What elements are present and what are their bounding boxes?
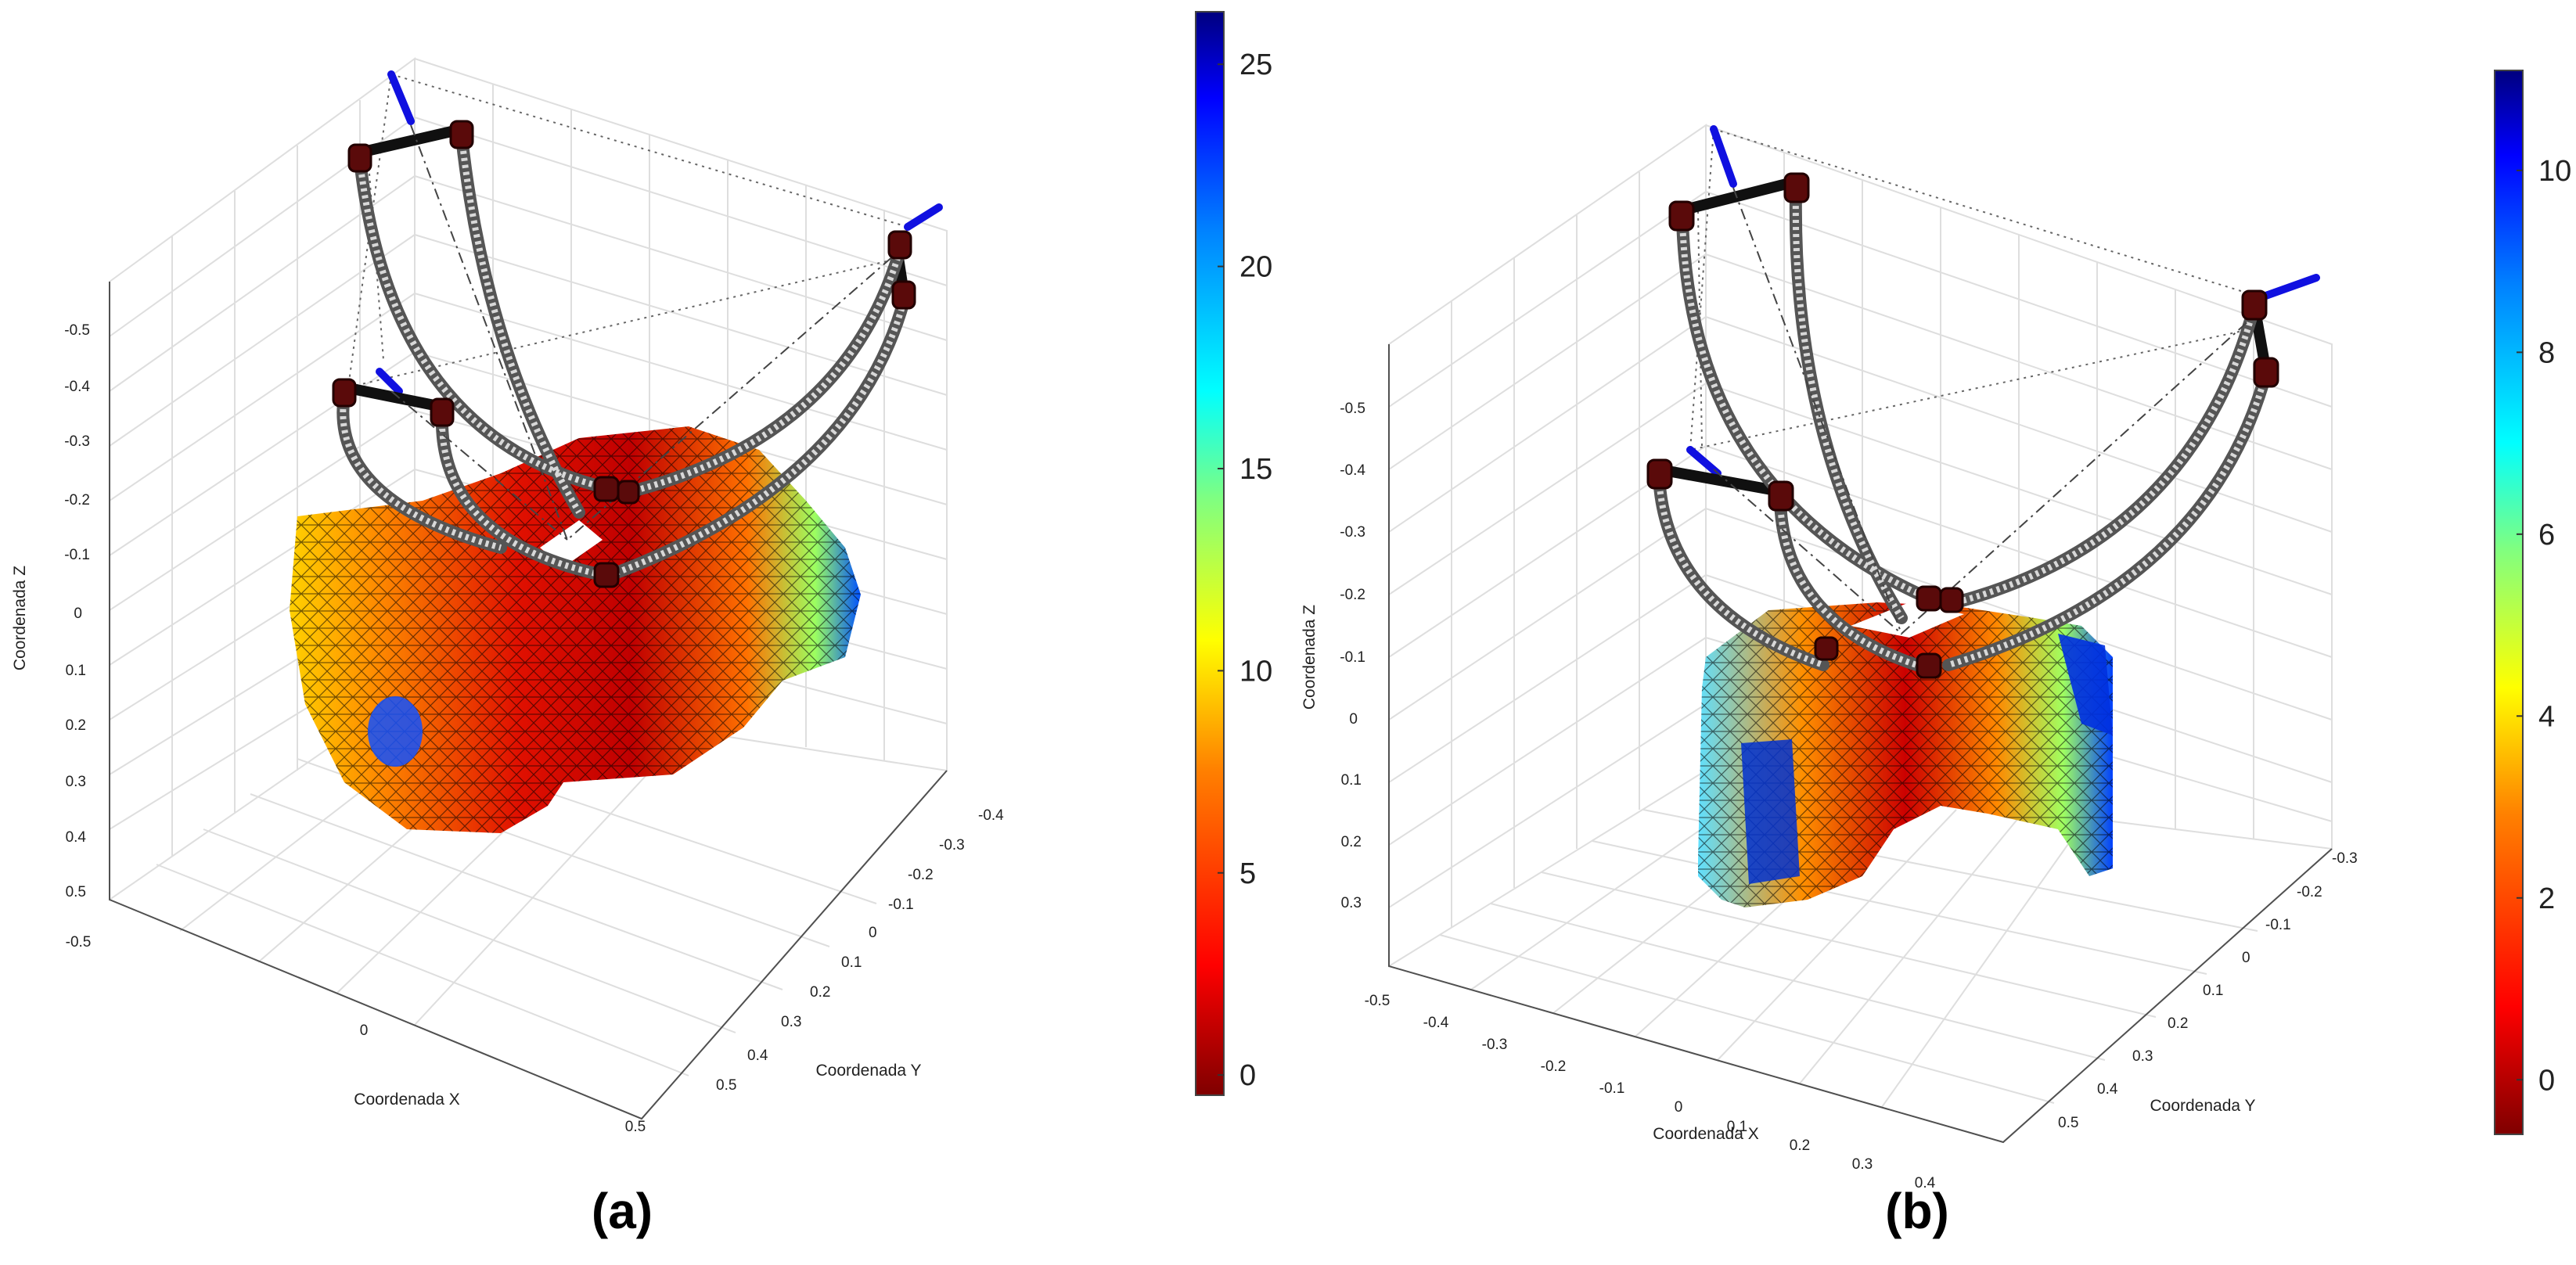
colorbar-tick-label: 0 [1239,1059,1256,1092]
x-tick: 0 [1675,1099,1683,1116]
panel-b: -0.5 -0.4 -0.3 -0.2 -0.1 0 0.1 0.2 0.3 C… [1301,70,2571,1191]
axis-lines-b [1388,344,2333,1144]
z-tick: -0.3 [1340,524,1365,541]
y-tick: 0.5 [2058,1115,2078,1131]
tool-a [376,70,943,395]
y-axis-label: Coordenada Y [815,1062,921,1080]
joints-a [332,120,916,588]
z-tick: -0.5 [64,322,90,339]
y-tick: 0.3 [781,1014,801,1030]
colorbar-tick-label: 0 [2538,1064,2555,1097]
x-tick: 0.5 [625,1119,646,1135]
x-tick: -0.1 [1599,1080,1625,1097]
y-tick: -0.3 [939,837,965,854]
z-tick: 0.1 [1341,772,1362,789]
z-tick: 0 [1349,711,1358,728]
y-axis-label: Coordenada Y [2150,1097,2255,1115]
z-axis-label: Coordenada Z [1301,605,1319,710]
y-tick: 0 [869,925,877,941]
x-tick: -0.4 [1423,1015,1449,1031]
z-tick: -0.4 [1340,462,1365,479]
y-ticks-a: -0.4 -0.3 -0.2 -0.1 0 0.1 0.2 0.3 0.4 0.… [716,807,1004,1094]
y-tick: 0.2 [2168,1015,2188,1032]
z-tick: -0.2 [64,492,90,509]
z-tick: -0.5 [1340,401,1365,417]
x-ticks-b: -0.5 -0.4 -0.3 -0.2 -0.1 0 0.1 0.2 0.3 0… [1365,993,1936,1191]
x-tick: -0.5 [1365,993,1391,1009]
y-tick: 0.2 [810,984,830,1001]
z-tick: 0.5 [66,884,86,900]
x-tick: 0.2 [1790,1137,1810,1154]
y-tick: 0.3 [2132,1048,2153,1065]
z-tick: 0.4 [66,829,87,846]
z-tick: -0.2 [1340,587,1365,603]
z-tick: 0.2 [1341,834,1362,850]
z-tick: 0.2 [66,717,86,734]
tool-b [1686,125,2320,477]
x-ticks-a: -0.5 0 0.5 [66,934,646,1135]
colorbar-ticks-b: 10 8 6 4 2 0 [2517,155,2571,1097]
y-tick: -0.1 [2265,917,2291,933]
y-tick: 0.4 [747,1048,768,1064]
y-tick: -0.2 [908,867,934,883]
mesh-surface-b [1698,602,2113,907]
colorbar-ticks-a: 25 20 15 10 5 0 [1218,49,1272,1092]
z-tick: 0.1 [66,663,86,679]
z-ticks-b: -0.5 -0.4 -0.3 -0.2 -0.1 0 0.1 0.2 0.3 [1340,401,1365,911]
z-ticks-a: -0.5 -0.4 -0.3 -0.2 -0.1 0 0.1 0.2 0.3 0… [64,322,90,900]
colorbar-tick-label: 20 [1239,251,1272,284]
panel-caption-b: (b) [1885,1183,1949,1239]
panel-caption-a: (a) [592,1183,653,1239]
y-tick: -0.3 [2332,850,2358,867]
y-tick: 0.4 [2097,1081,2118,1098]
z-tick: -0.4 [64,379,90,395]
z-tick: -0.1 [64,547,90,563]
dash-dot-a [390,124,901,541]
z-tick: -0.3 [64,433,90,450]
y-tick: -0.2 [2297,884,2322,900]
z-tick: 0 [74,606,82,622]
x-tick: 0.4 [1915,1175,1936,1191]
x-tick: 0.1 [1727,1119,1747,1135]
y-tick: 0.5 [716,1077,736,1094]
y-tick: -0.4 [978,807,1004,824]
x-axis-label: Coordenada X [354,1091,459,1109]
colorbar-tick-label: 10 [2538,155,2571,188]
x-tick: -0.2 [1541,1058,1567,1075]
x-tick: -0.5 [66,934,92,951]
x-tick: -0.3 [1482,1037,1508,1053]
panel-a: -0.5 -0.4 -0.3 -0.2 -0.1 0 0.1 0.2 0.3 0… [11,11,1272,1135]
z-tick: 0.3 [1341,895,1362,911]
x-axis-label: Coordenada X [1653,1125,1758,1143]
y-tick: 0 [2242,950,2250,966]
y-ticks-b: -0.3 -0.2 -0.1 0 0.1 0.2 0.3 0.4 0.5 [2058,850,2358,1131]
cables-b-beads [1656,191,2268,672]
x-tick: 0 [360,1022,369,1039]
colorbar-tick-label: 15 [1239,453,1272,486]
colorbar-tick-label: 5 [1239,857,1256,890]
z-axis-label: Coordenada Z [11,566,29,670]
x-tick: 0.3 [1852,1156,1873,1173]
bounding-dotted-a [347,73,909,389]
y-tick: 0.1 [2203,983,2223,999]
colorbar-tick-label: 10 [1239,655,1272,688]
colorbar-b [2494,70,2524,1135]
joints-b [1646,172,2279,679]
axis-lines-a [109,282,948,1120]
cables-a-beads [340,136,907,578]
z-tick: 0.3 [66,774,86,790]
y-tick: -0.1 [888,897,914,913]
colorbar-tick-label: 2 [2538,882,2555,915]
z-tick: -0.1 [1340,649,1365,666]
colorbar-tick-label: 4 [2538,700,2555,733]
colorbar-tick-label: 8 [2538,336,2555,369]
colorbar-tick-label: 25 [1239,49,1272,81]
colorbar-tick-label: 6 [2538,519,2555,552]
colorbar-a [1195,11,1225,1096]
dash-dot-b [1713,187,2258,635]
y-tick: 0.1 [841,954,862,971]
